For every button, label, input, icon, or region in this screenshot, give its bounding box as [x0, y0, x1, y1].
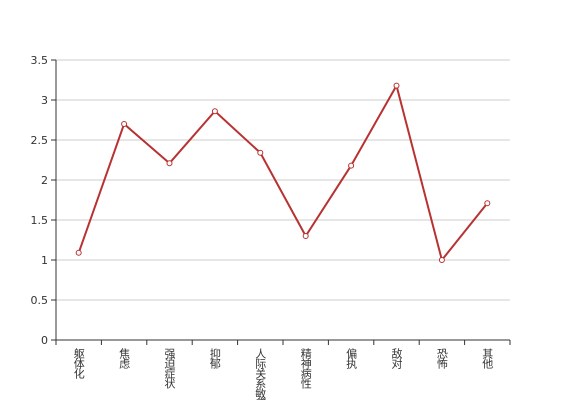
x-tick-label: 敌对 [390, 347, 403, 369]
x-tick-label: 其他 [481, 348, 494, 369]
point [257, 149, 264, 156]
point [121, 121, 128, 127]
point [75, 249, 82, 256]
point [438, 257, 445, 263]
y-tick-label: 0.5 [31, 294, 49, 307]
point [393, 82, 400, 89]
point [348, 162, 355, 169]
x-tick-label: 抑郁 [208, 347, 221, 369]
point [302, 233, 309, 239]
y-tick-label: 2.5 [31, 134, 49, 147]
x-tick-label: 躯体化 [72, 348, 85, 380]
point [166, 160, 173, 167]
x-tick-label: 恐怖 [435, 348, 448, 369]
y-tick-label: 1.5 [31, 214, 49, 227]
x-tick-label: 强迫症状 [163, 348, 176, 389]
x-tick-label: 人际关系敏感 [254, 348, 267, 400]
y-tick-label: 3.5 [31, 54, 49, 67]
y-tick-label: 0 [41, 334, 48, 347]
point [484, 200, 491, 207]
y-tick-label: 2 [41, 174, 48, 187]
line [77, 82, 489, 263]
y-tick-label: 3 [41, 94, 48, 107]
x-tick-label: 焦虑 [118, 348, 131, 369]
x-tick-label: 偏执 [345, 347, 358, 370]
x-tick-label: 精神病性 [299, 348, 312, 390]
y-tick-label: 1 [41, 254, 48, 267]
point [211, 108, 218, 115]
